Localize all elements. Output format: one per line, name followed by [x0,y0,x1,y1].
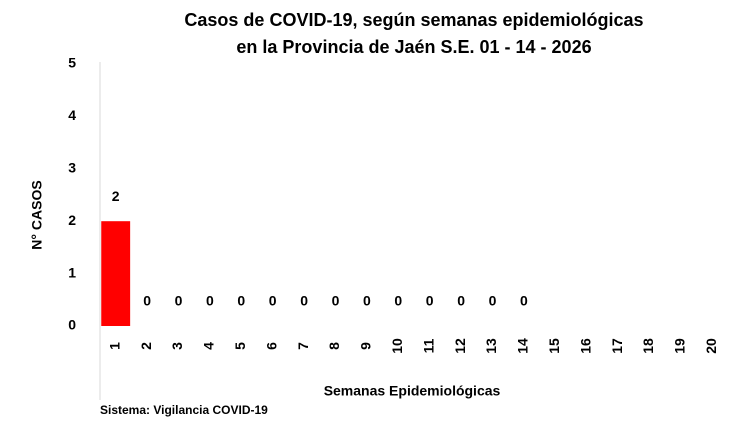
y-tick-label: 2 [68,212,76,228]
data-label: 0 [363,293,371,309]
y-tick-label: 4 [68,107,76,123]
x-tick-label: 7 [295,342,311,350]
x-tick-label: 10 [389,338,405,354]
data-label: 0 [426,293,434,309]
data-label: 0 [206,293,214,309]
data-label: 0 [175,293,183,309]
y-tick-label: 0 [68,317,76,333]
y-tick-label: 1 [68,264,76,280]
data-label: 0 [300,293,308,309]
x-tick-label: 16 [577,338,593,354]
data-label: 0 [394,293,402,309]
data-label: 0 [332,293,340,309]
x-tick-label: 15 [546,338,562,354]
y-tick-label: 5 [68,55,76,71]
data-label: 0 [143,293,151,309]
x-tick-label: 5 [232,342,248,350]
x-tick-label: 19 [672,338,688,354]
data-label: 2 [112,188,120,204]
bar [101,221,131,326]
x-tick-label: 8 [326,342,342,350]
x-tick-label: 6 [263,342,279,350]
data-label: 0 [237,293,245,309]
x-axis-label: Semanas Epidemiológicas [324,383,501,399]
x-tick-label: 1 [106,342,122,350]
source: Sistema: Vigilancia COVID-19 [100,403,268,417]
data-label: 0 [457,293,465,309]
y-axis-label: N° CASOS [29,180,45,249]
x-tick-label: 13 [483,338,499,354]
x-tick-label: 4 [201,342,217,350]
x-tick-label: 14 [515,338,531,354]
x-tick-label: 11 [420,338,436,353]
x-tick-label: 20 [703,338,719,354]
x-tick-label: 17 [609,338,625,354]
chart-title: en la Provincia de Jaén S.E. 01 - 14 - 2… [236,37,591,57]
x-tick-label: 2 [138,342,154,350]
x-tick-label: 9 [358,342,374,350]
data-label: 0 [489,293,497,309]
chart-title: Casos de COVID-19, según semanas epidemi… [184,10,643,30]
x-tick-label: 3 [169,342,185,350]
x-tick-label: 12 [452,338,468,354]
x-tick-label: 18 [640,338,656,354]
y-tick-label: 3 [68,160,76,176]
data-label: 0 [269,293,277,309]
data-label: 0 [520,293,528,309]
